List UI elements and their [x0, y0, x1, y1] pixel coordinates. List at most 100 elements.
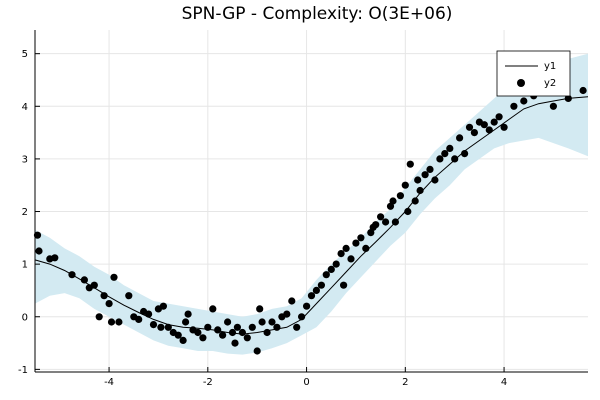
- point-3: [51, 254, 59, 262]
- point-40: [238, 328, 246, 337]
- point-44: [256, 305, 264, 313]
- point-4: [68, 271, 76, 279]
- point-21: [157, 323, 165, 331]
- point-63: [342, 244, 350, 252]
- x-tick-label-1: -2: [203, 377, 213, 388]
- point-97: [490, 118, 498, 126]
- point-80: [411, 197, 419, 205]
- y-tick-label-1: 0: [22, 312, 28, 323]
- point-13: [115, 318, 123, 326]
- point-72: [382, 218, 390, 226]
- point-55: [307, 292, 316, 300]
- y-tick-label-5: 4: [22, 102, 28, 113]
- point-93: [470, 129, 478, 137]
- point-42: [248, 323, 256, 331]
- point-53: [298, 313, 306, 321]
- point-34: [214, 326, 222, 334]
- point-47: [268, 318, 276, 326]
- point-11: [107, 318, 116, 326]
- point-52: [293, 323, 301, 331]
- y-tick-label-3: 2: [22, 207, 28, 218]
- point-64: [347, 255, 355, 263]
- point-62: [340, 281, 348, 289]
- point-89: [451, 155, 459, 163]
- point-46: [263, 328, 271, 337]
- point-54: [303, 302, 311, 310]
- point-5: [80, 276, 88, 284]
- point-22: [159, 302, 167, 310]
- point-65: [352, 239, 360, 247]
- point-18: [145, 310, 153, 318]
- point-75: [391, 218, 399, 226]
- point-66: [357, 234, 365, 242]
- point-12: [110, 273, 118, 281]
- point-104: [549, 102, 558, 110]
- point-38: [231, 339, 239, 347]
- legend-box: [496, 50, 571, 97]
- point-95: [480, 121, 488, 129]
- point-79: [406, 160, 414, 168]
- point-90: [456, 134, 464, 142]
- legend-y2-label: y2: [544, 78, 556, 89]
- y-tick-label-6: 5: [22, 49, 28, 60]
- point-30: [194, 328, 202, 337]
- y-tick-labels: -1 0 1 2 3 4 5: [18, 49, 28, 376]
- point-88: [446, 144, 454, 152]
- point-81: [414, 176, 422, 184]
- point-31: [199, 334, 207, 342]
- point-25: [174, 331, 182, 339]
- x-tick-label-3: 2: [402, 377, 408, 388]
- point-19: [149, 321, 158, 329]
- y-tick-label-0: -1: [18, 365, 28, 376]
- point-56: [312, 286, 320, 294]
- point-84: [426, 165, 434, 173]
- point-77: [401, 181, 409, 189]
- x-tick-labels: -4 -2 0 2 4: [104, 377, 507, 388]
- point-61: [337, 250, 345, 258]
- legend: y1 y2: [496, 50, 571, 97]
- point-28: [184, 310, 192, 318]
- point-50: [283, 310, 291, 318]
- point-8: [95, 313, 103, 321]
- point-76: [396, 192, 404, 200]
- point-101: [520, 97, 528, 105]
- point-48: [273, 323, 281, 331]
- point-7: [90, 281, 98, 289]
- point-82: [416, 186, 424, 195]
- point-96: [485, 126, 493, 134]
- point-35: [219, 331, 227, 339]
- point-51: [288, 297, 296, 305]
- point-9: [100, 292, 108, 300]
- point-83: [421, 171, 429, 179]
- point-78: [404, 207, 412, 216]
- point-98: [495, 113, 503, 121]
- chart-title: SPN-GP - Complexity: O(3E+06): [182, 4, 453, 24]
- axes: [34, 30, 588, 373]
- point-92: [465, 123, 474, 131]
- x-tick-label-0: -4: [104, 377, 114, 388]
- point-16: [135, 315, 143, 323]
- series-y2-points: [33, 86, 587, 355]
- point-86: [436, 155, 444, 163]
- point-106: [579, 86, 587, 95]
- legend-y2-swatch: [517, 79, 525, 87]
- point-58: [322, 271, 330, 279]
- point-85: [431, 176, 439, 184]
- point-74: [389, 197, 397, 205]
- point-26: [179, 336, 187, 344]
- point-33: [209, 305, 217, 313]
- point-59: [327, 265, 335, 273]
- point-1: [35, 247, 43, 255]
- x-tick-label-2: 0: [303, 377, 309, 388]
- point-70: [372, 221, 380, 229]
- point-91: [461, 150, 469, 158]
- point-0: [33, 231, 42, 239]
- point-27: [182, 318, 190, 326]
- point-99: [500, 123, 508, 131]
- point-23: [164, 323, 172, 331]
- point-67: [362, 244, 370, 252]
- point-60: [332, 260, 340, 268]
- point-87: [441, 150, 449, 158]
- point-43: [253, 347, 261, 355]
